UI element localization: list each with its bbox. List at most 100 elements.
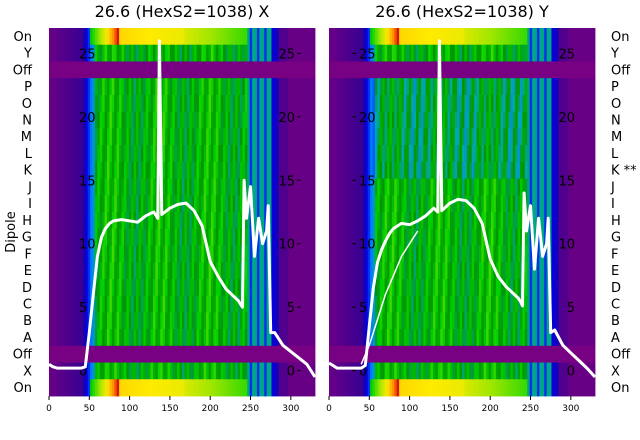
heatmap-cell [495, 312, 499, 330]
heatmap-cell [483, 28, 487, 46]
heatmap-cell [466, 111, 470, 129]
heatmap-cell [387, 111, 390, 129]
heatmap-cell [592, 312, 596, 330]
heatmap-cell [329, 28, 332, 46]
heatmap-cell [459, 145, 463, 163]
heatmap-cell [174, 78, 178, 96]
heatmap-cell [61, 178, 64, 196]
heatmap-cell [68, 212, 72, 230]
heatmap-cell [447, 312, 451, 330]
heatmap-cell [573, 78, 577, 96]
heatmap-cell [420, 111, 424, 129]
row-label: A [23, 331, 32, 346]
heatmap-cell [515, 379, 519, 397]
heatmap-cell [520, 94, 523, 113]
heatmap-cell [244, 61, 248, 79]
heatmap-cell [524, 94, 528, 113]
heatmap-cell [391, 44, 395, 62]
heatmap-cell [553, 212, 557, 230]
heatmap-cell [305, 28, 309, 46]
heatmap-cell [172, 262, 176, 280]
heatmap-cell [563, 278, 567, 297]
heatmap-cell [194, 61, 197, 79]
heatmap-cell [203, 61, 207, 79]
heatmap-cell [169, 329, 173, 347]
heatmap-cell [558, 245, 562, 263]
heatmap-cell [174, 178, 178, 196]
heatmap-cell [561, 195, 564, 213]
heatmap-cell [189, 145, 193, 163]
heatmap-cell [191, 212, 195, 230]
heatmap-cell [172, 212, 176, 230]
heatmap-cell [432, 44, 436, 62]
heatmap-cell [580, 362, 584, 380]
heatmap-cell [65, 78, 69, 96]
heatmap-cell [152, 379, 156, 397]
heatmap-cell [355, 362, 359, 380]
heatmap-cell [348, 78, 352, 96]
heatmap-cell [565, 228, 569, 246]
heatmap-cell [483, 178, 487, 196]
heatmap-cell [454, 44, 458, 62]
heatmap-cell [476, 295, 480, 313]
heatmap-cell [300, 262, 304, 280]
heatmap-cell [94, 178, 98, 196]
heatmap-cell [362, 128, 366, 146]
heatmap-cell [370, 362, 373, 380]
heatmap-cell [329, 44, 332, 62]
heatmap-cell [128, 245, 132, 263]
heatmap-cell [430, 329, 434, 347]
heatmap-cell [454, 94, 458, 113]
heatmap-cell [53, 295, 57, 313]
heatmap-cell [58, 329, 62, 347]
heatmap-cell [333, 278, 337, 297]
heatmap-cell [532, 345, 535, 363]
heatmap-cell [384, 161, 388, 179]
heatmap-cell [191, 111, 195, 129]
heatmap-cell [430, 94, 434, 113]
heatmap-cell [244, 128, 248, 146]
heatmap-cell [459, 245, 463, 263]
row-label: X [611, 364, 620, 379]
heatmap-cell [454, 61, 458, 79]
heatmap-cell [189, 212, 193, 230]
heatmap-cell [293, 78, 297, 96]
heatmap-cell [544, 161, 548, 179]
heatmap-cell [165, 78, 168, 96]
heatmap-cell [517, 212, 521, 230]
heatmap-cell [152, 161, 156, 179]
heatmap-cell [493, 78, 497, 96]
heatmap-cell [278, 379, 282, 397]
heatmap-cell [177, 228, 180, 246]
heatmap-cell [510, 278, 514, 297]
heatmap-cell [551, 379, 555, 397]
heatmap-cell [391, 312, 395, 330]
heatmap-cell [536, 28, 540, 46]
heatmap-cell [399, 161, 402, 179]
heatmap-cell [152, 345, 156, 363]
heatmap-cell [590, 128, 593, 146]
heatmap-cell [464, 178, 468, 196]
heatmap-cell [345, 295, 349, 313]
heatmap-cell [49, 329, 52, 347]
heatmap-cell [372, 145, 376, 163]
heatmap-cell [259, 195, 263, 213]
heatmap-cell [169, 94, 173, 113]
heatmap-cell [420, 362, 424, 380]
heatmap-cell [440, 379, 444, 397]
heatmap-cell [78, 178, 81, 196]
heatmap-cell [276, 111, 280, 129]
heatmap-cell [133, 228, 137, 246]
heatmap-cell [295, 78, 299, 96]
heatmap-cell [215, 28, 219, 46]
heatmap-cell [442, 44, 446, 62]
heatmap-cell [553, 161, 557, 179]
heatmap-cell [136, 312, 139, 330]
heatmap-cell [281, 362, 284, 380]
heatmap-cell [486, 345, 489, 363]
heatmap-cell [590, 28, 593, 46]
y-axis-label: Dipole [4, 211, 19, 252]
heatmap-cell [452, 178, 456, 196]
heatmap-cell [503, 262, 506, 280]
heatmap-cell [587, 245, 591, 263]
